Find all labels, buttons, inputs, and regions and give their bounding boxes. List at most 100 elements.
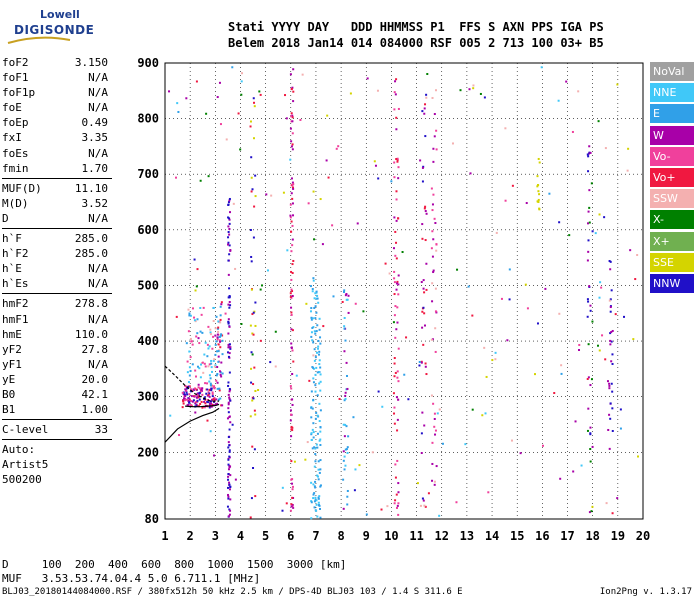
- echo-dot: [227, 441, 230, 444]
- echo-dot: [228, 390, 231, 393]
- echo-dot: [393, 502, 396, 505]
- echo-dot: [319, 485, 322, 488]
- echo-dot: [210, 362, 213, 365]
- echo-dot: [215, 398, 218, 401]
- echo-dot: [386, 505, 389, 508]
- echo-dot: [315, 311, 318, 314]
- echo-dot: [198, 342, 201, 345]
- echo-dot: [206, 355, 209, 358]
- param-label: yF1: [2, 357, 22, 371]
- echo-dot: [538, 161, 541, 164]
- echo-dot: [290, 503, 293, 506]
- echo-dot: [394, 80, 397, 83]
- electron-density-profile-line: [164, 407, 220, 443]
- echo-dot: [610, 289, 613, 292]
- echo-dot: [610, 340, 613, 343]
- echo-dot: [395, 288, 398, 291]
- echo-dot: [192, 388, 195, 391]
- echo-dot: [342, 459, 345, 462]
- echo-dot: [217, 360, 220, 363]
- echo-dot: [341, 300, 344, 303]
- echo-dot: [318, 317, 321, 320]
- echo-dot: [208, 395, 211, 398]
- echo-dot: [425, 373, 428, 376]
- echo-dot: [218, 81, 221, 84]
- echo-dot: [471, 314, 474, 317]
- echo-dot: [609, 343, 612, 346]
- y-tick-label: 500: [137, 278, 159, 292]
- muf-distance-values: 100 200 400 600 800 1000 1500 3000: [8, 558, 314, 571]
- echo-dot: [249, 228, 252, 231]
- echo-dot: [388, 272, 391, 275]
- param-label: h`Es: [2, 277, 29, 291]
- param-row: B1 1.00: [2, 402, 112, 417]
- echo-dot: [291, 184, 294, 187]
- echo-dot: [227, 493, 230, 496]
- echo-dot: [252, 383, 255, 386]
- echo-dot: [397, 491, 400, 494]
- autoscale-line: 500200: [2, 473, 42, 487]
- echo-dot: [487, 491, 490, 494]
- echo-dot: [227, 343, 230, 346]
- echo-dot: [611, 329, 614, 332]
- echo-dot: [188, 314, 191, 317]
- echo-dot: [313, 492, 316, 495]
- echo-dot: [184, 384, 187, 387]
- echo-dot: [421, 166, 424, 169]
- echo-dot: [311, 317, 314, 320]
- param-value: 1.70: [81, 161, 109, 175]
- echo-dot: [319, 373, 322, 376]
- echo-dot: [312, 326, 315, 329]
- echo-dot: [558, 221, 561, 224]
- echo-dot: [346, 489, 349, 492]
- echo-dot: [407, 398, 410, 401]
- echo-dot: [343, 468, 346, 471]
- echo-dot: [565, 80, 568, 83]
- echo-dot: [227, 296, 230, 299]
- echo-dot: [418, 360, 421, 363]
- echo-dot: [349, 92, 352, 95]
- echo-dot: [317, 504, 320, 507]
- param-label: yE: [2, 372, 16, 386]
- echo-dot: [284, 94, 287, 97]
- echo-dot: [589, 304, 592, 307]
- echo-dot: [504, 127, 507, 130]
- x-tick-label: 13: [460, 529, 474, 543]
- echo-dot: [312, 381, 315, 384]
- echo-dot: [427, 492, 430, 495]
- lowell-digisonde-logo: Lowell DIGISONDE: [0, 2, 120, 52]
- echo-dot: [432, 269, 435, 272]
- echo-dot: [281, 509, 284, 512]
- echo-dot: [433, 425, 436, 428]
- echo-dot: [471, 408, 474, 411]
- echo-dot: [607, 428, 610, 431]
- echo-dot: [292, 187, 295, 190]
- echo-dot: [205, 112, 208, 115]
- echo-dot: [188, 393, 191, 396]
- param-value: 3.52: [81, 196, 109, 210]
- echo-dot: [432, 160, 435, 163]
- echo-dot: [557, 99, 560, 102]
- echo-dot: [609, 402, 612, 405]
- echo-dot: [187, 385, 190, 388]
- echo-dot: [228, 397, 231, 400]
- echo-dot: [310, 432, 313, 435]
- echo-dot: [319, 366, 322, 369]
- echo-dot: [571, 130, 574, 133]
- echo-dot: [312, 341, 315, 344]
- echo-dot: [177, 110, 180, 113]
- echo-dot: [338, 397, 341, 400]
- echo-dot: [291, 403, 294, 406]
- echo-dot: [397, 502, 400, 505]
- echo-dot: [193, 258, 196, 261]
- echo-dot: [343, 316, 346, 319]
- echo-dot: [310, 331, 313, 334]
- echo-dot: [292, 214, 295, 217]
- echo-dot: [397, 398, 400, 401]
- echo-dot: [291, 244, 294, 247]
- echo-dot: [254, 413, 257, 416]
- echo-dot: [316, 432, 319, 435]
- legend-item: Vo-: [650, 146, 694, 166]
- echo-dot: [314, 390, 317, 393]
- echo-dot: [188, 401, 191, 404]
